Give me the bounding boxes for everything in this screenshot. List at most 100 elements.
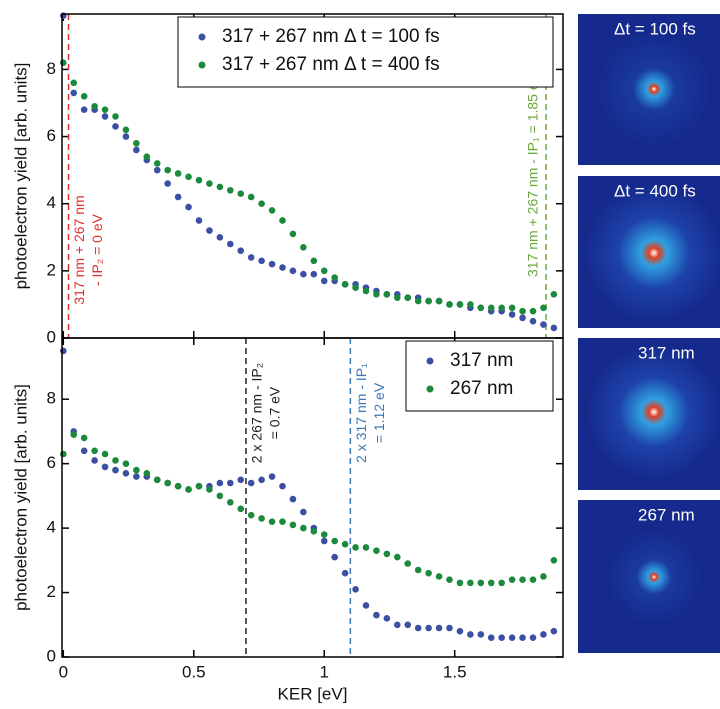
data-point (394, 621, 401, 629)
data-point (112, 457, 119, 464)
data-point (540, 321, 547, 328)
data-point (519, 314, 526, 322)
data-point (519, 634, 526, 641)
data-point (498, 634, 505, 641)
data-point (164, 180, 171, 187)
legend-box (177, 16, 554, 88)
data-point (404, 294, 412, 302)
data-point (174, 482, 182, 490)
x-axis-label: KER [eV] (278, 684, 348, 703)
data-point (331, 274, 338, 281)
data-point (508, 304, 516, 312)
data-point (258, 257, 265, 265)
y-tick-label: 0 (47, 327, 56, 346)
reference-label: 2 x 267 nm - IP₂ (249, 363, 265, 463)
data-point (237, 505, 245, 513)
data-point (279, 518, 286, 525)
data-point (310, 257, 318, 265)
x-tick-label: 1.5 (443, 662, 467, 681)
y-tick-label: 2 (47, 582, 56, 601)
data-point (279, 482, 286, 490)
plot-frame (61, 337, 564, 658)
image-glow (584, 342, 720, 482)
data-point (101, 106, 109, 113)
data-point (487, 579, 495, 587)
legend-label: 317 + 267 nm Δ t = 100 fs (222, 26, 440, 47)
data-point (331, 537, 338, 545)
data-point (362, 544, 370, 551)
data-point (258, 515, 265, 522)
data-point (80, 106, 88, 113)
image-glow (594, 29, 714, 149)
data-point (446, 301, 453, 308)
data-point (341, 280, 349, 288)
data-point (550, 291, 558, 298)
data-point (143, 470, 151, 477)
data-point (185, 173, 192, 181)
data-point (195, 176, 203, 184)
data-point (185, 203, 192, 211)
data-point (352, 544, 359, 551)
data-point (477, 304, 485, 312)
data-point (268, 518, 276, 525)
data-point (143, 153, 151, 160)
data-point (91, 457, 98, 464)
data-point (91, 447, 98, 455)
data-point (247, 193, 255, 201)
data-point (289, 267, 297, 275)
data-point (425, 624, 432, 632)
data-point (133, 466, 140, 474)
data-point (320, 531, 328, 538)
data-point (279, 217, 286, 224)
data-point (373, 291, 380, 298)
data-point (60, 347, 67, 355)
reference-label: = 0.7 eV (267, 386, 283, 439)
data-point (529, 576, 537, 583)
data-point (153, 166, 161, 174)
data-point (60, 59, 67, 66)
y-tick-label: 0 (47, 646, 56, 665)
y-tick-label: 4 (47, 518, 56, 537)
data-point (341, 540, 349, 548)
data-point (227, 240, 234, 248)
detector-images: Δt = 100 fs Δt = 400 fs 317 nm 267 nm (578, 14, 720, 653)
image-label: Δt = 100 fs (614, 19, 696, 38)
data-point (477, 579, 485, 587)
data-point (122, 126, 130, 134)
image-glow (582, 181, 720, 325)
data-point (258, 476, 265, 484)
data-point (540, 631, 547, 638)
data-point (373, 547, 380, 554)
data-point (519, 307, 526, 315)
data-point (414, 624, 422, 632)
data-point (164, 166, 171, 174)
data-point (456, 301, 464, 308)
data-point (487, 634, 495, 641)
data-point (425, 297, 432, 305)
y-tick-label: 6 (47, 453, 56, 472)
data-point (247, 479, 255, 487)
y-tick-label: 8 (47, 389, 56, 408)
data-point (237, 247, 245, 255)
data-point (508, 576, 516, 583)
data-point (174, 170, 182, 177)
y-tick-label: 4 (47, 193, 56, 212)
data-point (216, 183, 224, 191)
data-point (467, 301, 474, 308)
data-point (414, 297, 422, 305)
data-point (289, 230, 297, 238)
data-point (373, 611, 380, 619)
data-point (133, 473, 140, 480)
data-point (133, 146, 140, 154)
data-point (383, 550, 391, 558)
data-point (383, 615, 391, 622)
data-point (112, 113, 119, 120)
data-point (153, 476, 161, 484)
data-point (185, 486, 192, 493)
data-point (320, 277, 328, 285)
legend-marker (198, 61, 206, 69)
data-point (300, 270, 307, 278)
data-point (174, 193, 182, 201)
image-label: 267 nm (638, 505, 695, 524)
data-point (133, 139, 140, 147)
